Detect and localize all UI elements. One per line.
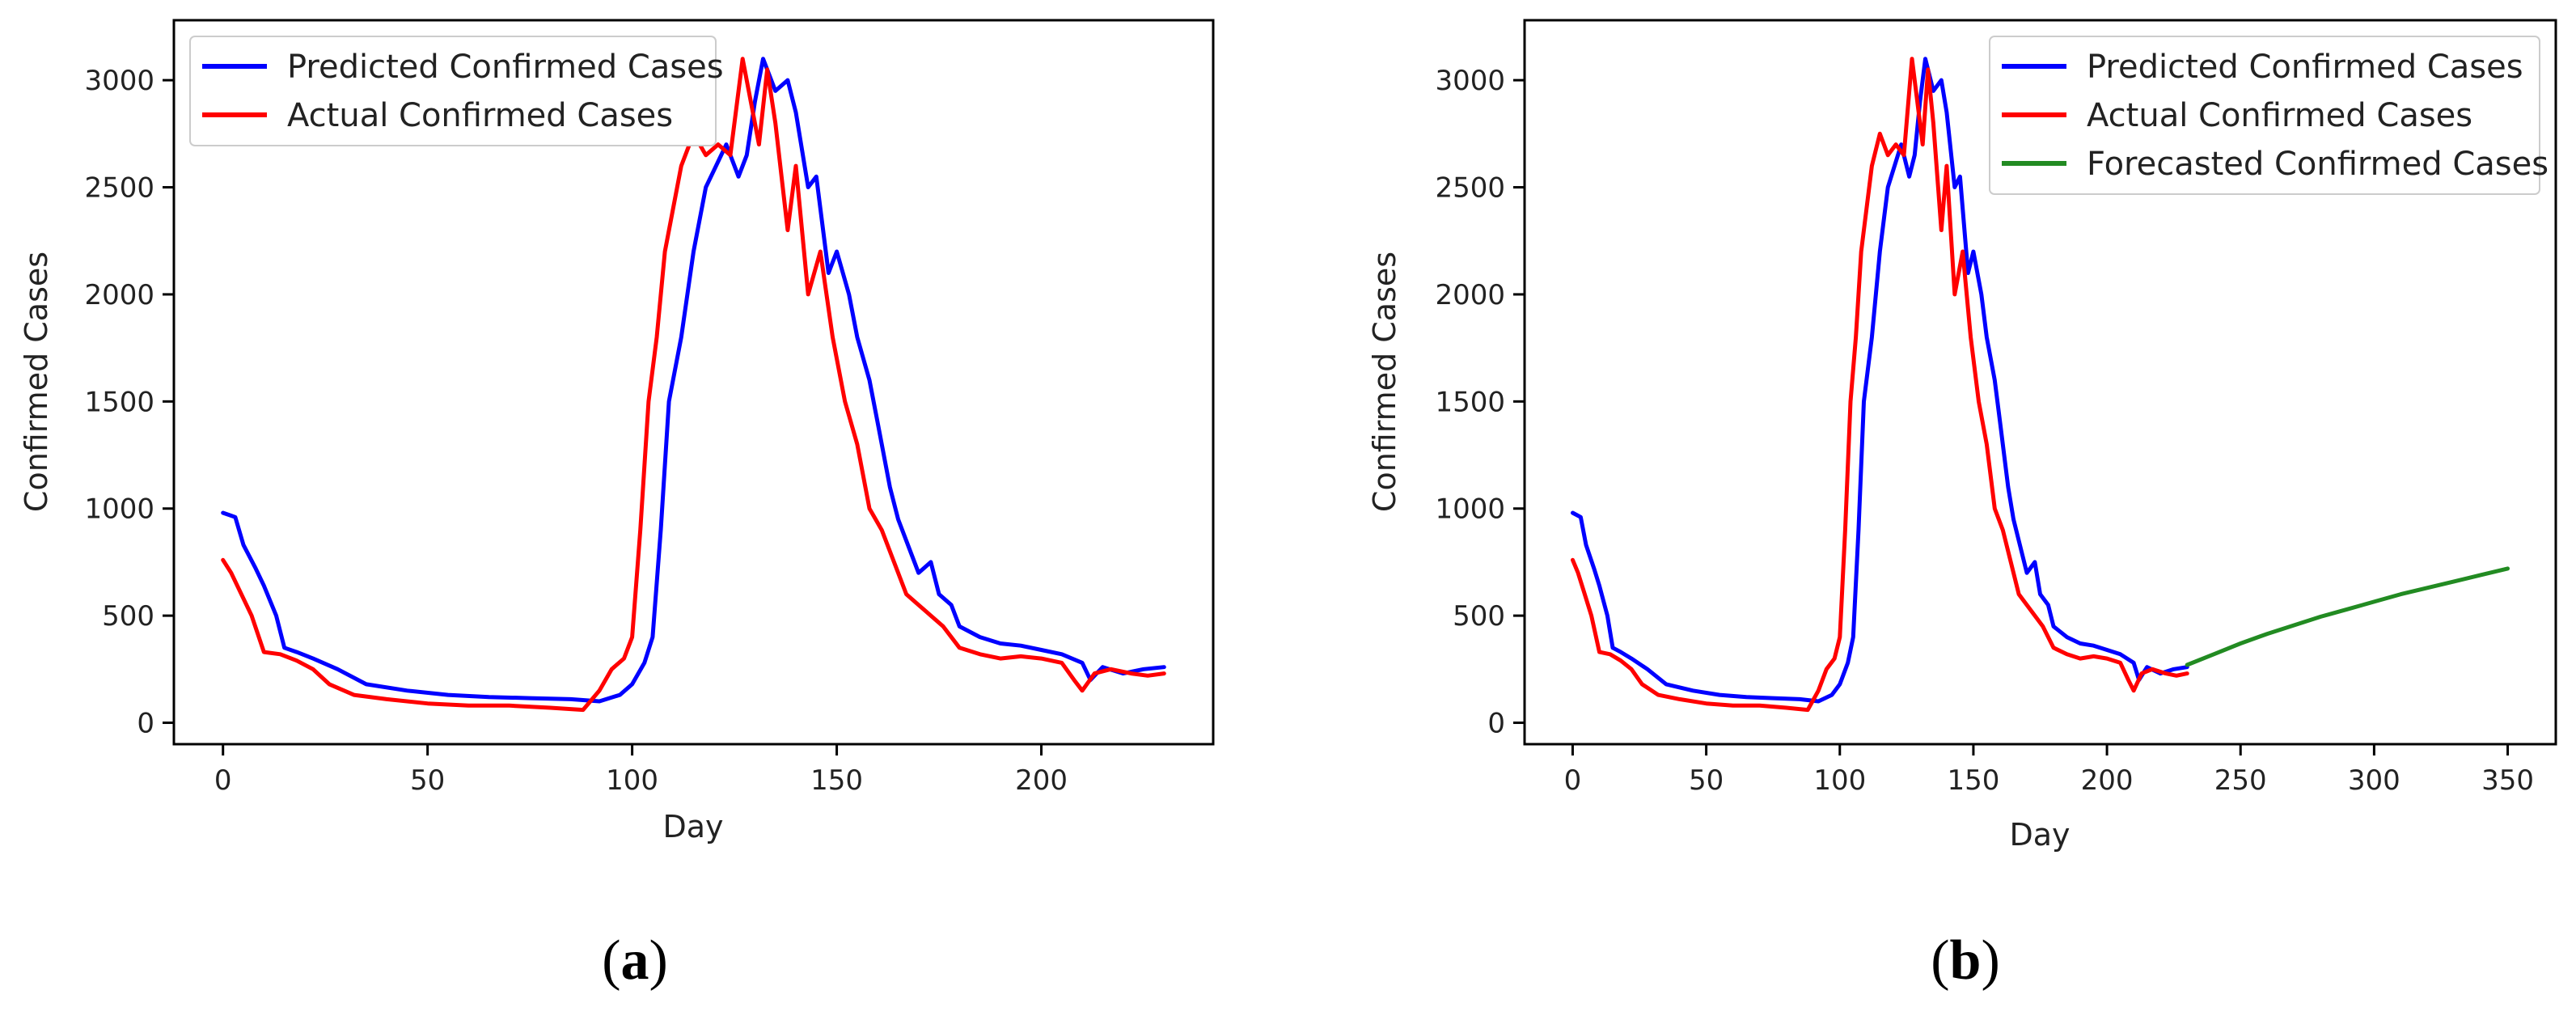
series-group-b — [1571, 57, 2510, 713]
y-axis-label-b: Confirmed Cases — [1367, 252, 1402, 512]
y-tick-label-a-2000: 2000 — [84, 279, 154, 311]
legend-label-forecast-b: Forecasted Confirmed Cases — [2087, 146, 2549, 183]
x-tick-label-b-100: 100 — [1813, 764, 1866, 797]
series-line-a-actual-confirmed-cases — [221, 57, 1166, 713]
legend-b: Predicted Confirmed Cases Actual Confirm… — [1989, 36, 2549, 195]
y-tick-label-b-1000: 1000 — [1435, 493, 1505, 526]
x-tick-label-a-50: 50 — [410, 764, 445, 797]
x-axis-label-a: Day — [662, 809, 723, 844]
panel-label-a: (a) — [602, 929, 668, 992]
series-group-a — [221, 57, 1166, 713]
x-axis-label-b: Day — [2009, 817, 2070, 853]
chart-panel-b: 0 50 100 150 200 250 300 350 0 500 1000 1500 2000 25… — [1367, 19, 2557, 992]
series-line-b-actual-confirmed-cases — [1571, 57, 2189, 713]
x-tick-label-b-150: 150 — [1947, 764, 1999, 797]
series-line-b-forecasted-confirmed-cases — [2185, 566, 2510, 667]
panel-label-b: (b) — [1931, 929, 2000, 992]
panel-label-b-open: ( — [1931, 929, 1949, 992]
legend-a: Predicted Confirmed Cases Actual Confirm… — [189, 36, 724, 146]
y-tick-label-b-1500: 1500 — [1435, 386, 1505, 418]
y-tick-label-b-2500: 2500 — [1435, 172, 1505, 205]
x-tick-label-b-300: 300 — [2348, 764, 2400, 797]
x-tick-label-a-150: 150 — [810, 764, 863, 797]
panel-label-b-letter: b — [1950, 929, 1982, 992]
y-tick-label-b-2000: 2000 — [1435, 279, 1505, 311]
y-tick-label-b-500: 500 — [1453, 600, 1505, 633]
chart-panel-a: 0 50 100 150 200 0 500 1000 1500 2000 2500 3000 Da… — [19, 19, 1215, 992]
panel-label-a-letter: a — [621, 929, 649, 992]
legend-box-a — [189, 36, 717, 146]
y-axis-a: 0 500 1000 1500 2000 2500 3000 — [84, 65, 174, 740]
x-tick-label-b-200: 200 — [2081, 764, 2134, 797]
y-tick-label-a-2500: 2500 — [84, 172, 154, 205]
series-line-a-predicted-confirmed-cases — [221, 57, 1166, 704]
legend-box-b — [1989, 36, 2540, 195]
x-tick-label-b-250: 250 — [2214, 764, 2267, 797]
y-tick-label-a-3000: 3000 — [84, 65, 154, 97]
panel-label-a-open: ( — [602, 929, 620, 992]
y-tick-label-a-1000: 1000 — [84, 493, 154, 526]
x-axis-b: 0 50 100 150 200 250 300 350 — [1564, 744, 2534, 797]
x-tick-label-b-350: 350 — [2481, 764, 2534, 797]
y-tick-label-a-1500: 1500 — [84, 386, 154, 418]
x-tick-label-b-50: 50 — [1689, 764, 1724, 797]
panel-label-a-close: ) — [649, 929, 668, 992]
x-tick-label-a-0: 0 — [214, 764, 232, 797]
legend-label-predicted-b: Predicted Confirmed Cases — [2087, 49, 2523, 86]
x-tick-label-a-100: 100 — [606, 764, 658, 797]
legend-label-actual-b: Actual Confirmed Cases — [2087, 97, 2472, 134]
y-tick-label-b-0: 0 — [1487, 708, 1505, 740]
y-tick-label-a-0: 0 — [137, 708, 154, 740]
x-tick-label-b-0: 0 — [1564, 764, 1582, 797]
x-tick-label-a-200: 200 — [1015, 764, 1068, 797]
y-tick-label-b-3000: 3000 — [1435, 65, 1505, 97]
legend-label-predicted-a: Predicted Confirmed Cases — [287, 49, 724, 86]
x-axis-a: 0 50 100 150 200 — [214, 744, 1068, 797]
panel-label-b-close: ) — [1981, 929, 1999, 992]
series-line-b-predicted-confirmed-cases — [1571, 57, 2189, 704]
legend-label-actual-a: Actual Confirmed Cases — [287, 97, 673, 134]
y-axis-label-a: Confirmed Cases — [19, 252, 54, 512]
y-axis-b: 0 500 1000 1500 2000 2500 3000 — [1435, 65, 1525, 740]
y-tick-label-a-500: 500 — [102, 600, 154, 633]
